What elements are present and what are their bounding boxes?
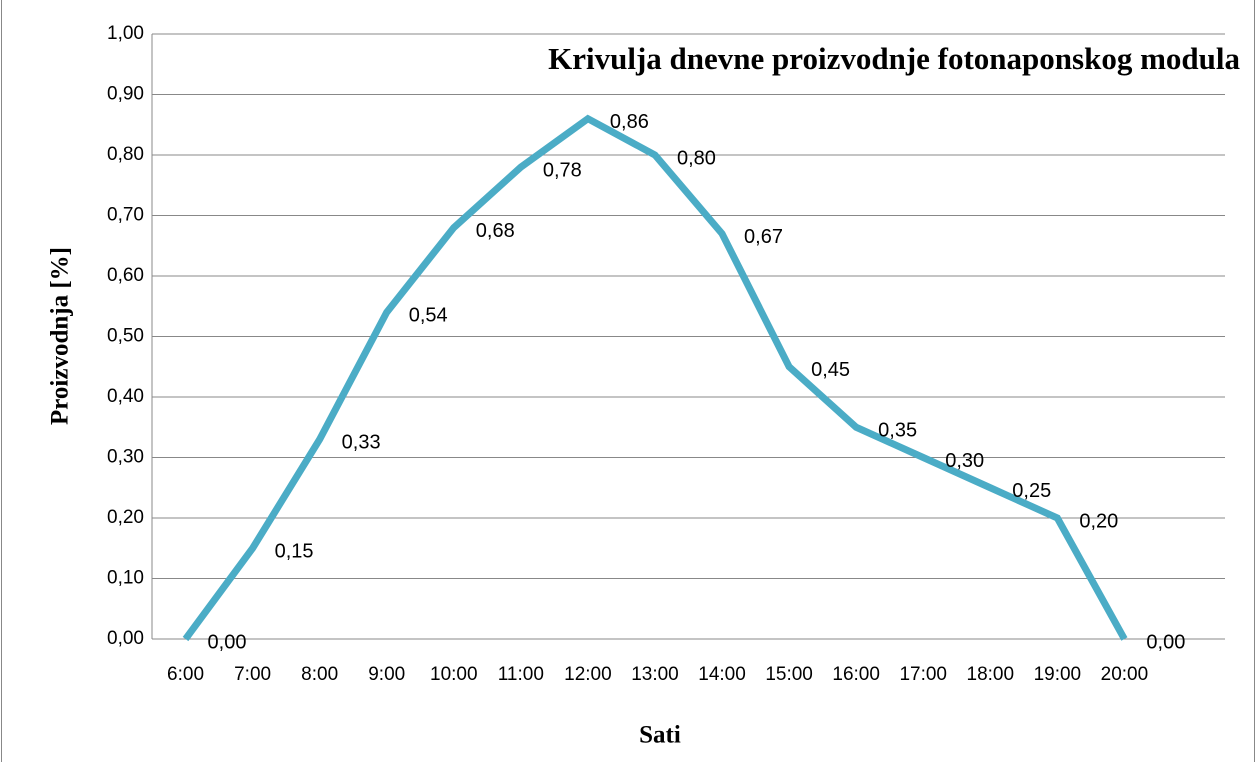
data-label: 0,67 [744, 226, 783, 248]
data-label: 0,30 [945, 450, 984, 472]
data-label: 0,54 [409, 305, 448, 327]
data-label: 0,45 [811, 359, 850, 381]
data-label: 0,15 [275, 541, 314, 563]
y-tick-label: 1,00 [107, 23, 144, 44]
data-label: 0,33 [342, 432, 381, 454]
line-series [182, 114, 1128, 642]
y-tick-label: 0,30 [107, 447, 144, 468]
y-tick-label: 0,70 [107, 205, 144, 226]
data-label: 0,20 [1079, 510, 1118, 532]
y-tick-label: 0,90 [107, 84, 144, 105]
x-tick-label: 6:00 [167, 664, 204, 685]
x-axis-title: Sati [639, 722, 681, 749]
y-tick-label: 0,80 [107, 144, 144, 165]
chart-title: Krivulja dnevne proizvodnje fotonaponsko… [548, 41, 1240, 76]
data-label: 0,35 [878, 420, 917, 442]
y-tick-label: 0,40 [107, 386, 144, 407]
data-label: 0,80 [677, 147, 716, 169]
data-label: 0,25 [1012, 480, 1051, 502]
y-axis-title: Proizvodnja [%] [47, 247, 74, 425]
x-tick-label: 19:00 [1034, 664, 1082, 685]
x-tick-label: 11:00 [498, 664, 544, 685]
x-tick-label: 12:00 [564, 664, 612, 685]
x-tick-label: 20:00 [1101, 664, 1149, 685]
y-tick-label: 0,20 [107, 507, 144, 528]
x-tick-label: 13:00 [631, 664, 679, 685]
data-label: 0,78 [543, 159, 582, 181]
data-label: 0,86 [610, 111, 649, 133]
x-tick-label: 9:00 [368, 664, 405, 685]
x-tick-label: 17:00 [899, 664, 947, 685]
x-tick-label: 15:00 [765, 664, 813, 685]
x-tick-label: 14:00 [698, 664, 746, 685]
data-label: 0,00 [1146, 631, 1185, 653]
y-tick-label: 0,10 [107, 568, 144, 589]
data-label: 0,00 [208, 631, 247, 653]
y-tick-label: 0,00 [107, 628, 144, 649]
y-tick-label: 0,60 [107, 265, 144, 286]
x-tick-label: 18:00 [967, 664, 1015, 685]
data-label: 0,68 [476, 220, 515, 242]
x-tick-label: 16:00 [832, 664, 880, 685]
x-tick-label: 10:00 [430, 664, 478, 685]
x-tick-label: 7:00 [234, 664, 271, 685]
y-tick-label: 0,50 [107, 326, 144, 347]
x-tick-label: 8:00 [301, 664, 338, 685]
